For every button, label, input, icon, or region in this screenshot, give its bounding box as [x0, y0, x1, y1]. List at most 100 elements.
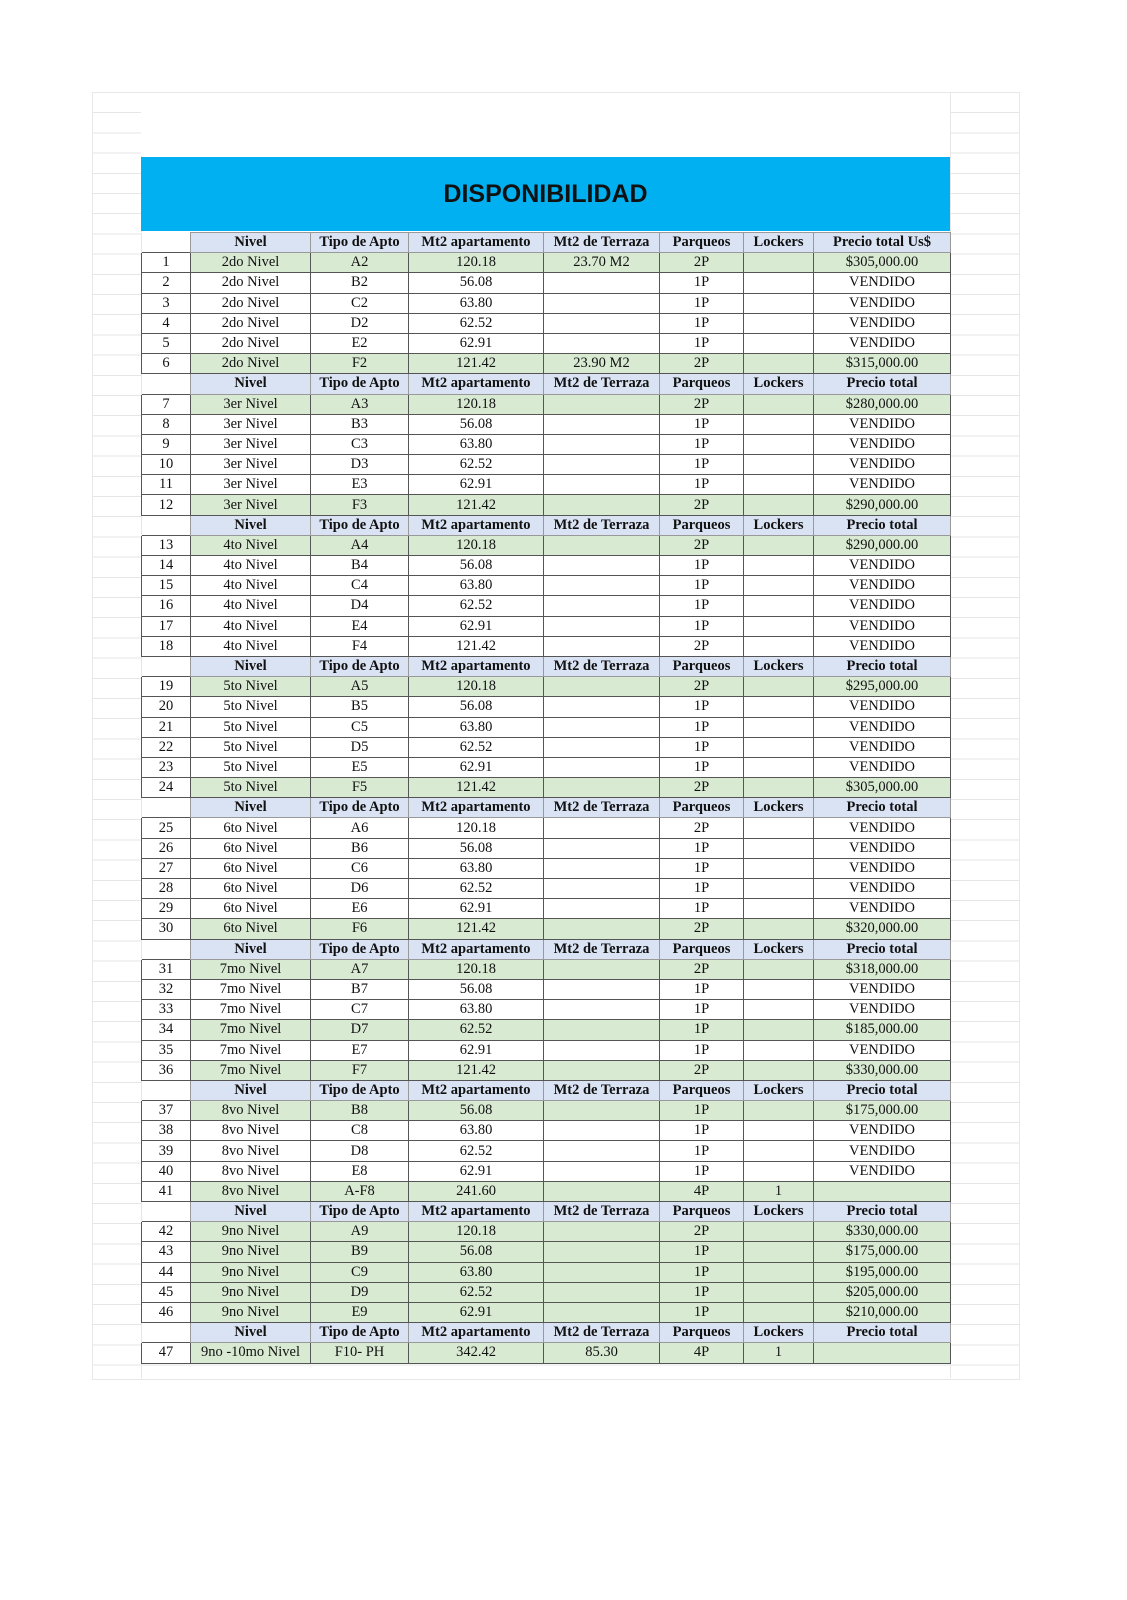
tipo-cell: D2	[310, 312, 409, 334]
lockers-cell	[743, 958, 814, 980]
nivel-cell: 2do Nivel	[190, 332, 311, 355]
mt2-cell: 120.18	[408, 393, 544, 415]
mt2-cell: 62.52	[408, 736, 544, 758]
table-row: 47 9no -10mo Nivel F10- PH 342.42 85.30 4P 1	[141, 1342, 951, 1364]
nivel-cell: 2do Nivel	[190, 353, 311, 375]
table-row: 5 2do Nivel E2 62.91 1P VENDIDO	[141, 332, 951, 355]
mt2-cell: 120.18	[408, 817, 544, 839]
num-cell: 27	[141, 857, 191, 880]
lockers-cell	[743, 353, 814, 375]
num-cell: 32	[141, 978, 191, 1001]
mt2-cell: 62.91	[408, 1160, 544, 1182]
header-lockers: Lockers	[743, 938, 814, 960]
terraza-cell	[543, 635, 660, 657]
terraza-cell	[543, 1059, 660, 1081]
nivel-cell: 4to Nivel	[190, 615, 311, 637]
header-parqueos: Parqueos	[659, 231, 744, 254]
parqueos-cell: 1P	[659, 857, 744, 880]
header-mt2: Mt2 apartamento	[408, 1200, 544, 1223]
header-row: Nivel Tipo de Apto Mt2 apartamento Mt2 de T…	[141, 514, 951, 536]
num-cell: 33	[141, 999, 191, 1021]
num-cell: 16	[141, 595, 191, 617]
header-nivel: Nivel	[190, 514, 311, 536]
table-row: 46 9no Nivel E9 62.91 1P $210,000.00	[141, 1301, 951, 1324]
table-row: 45 9no Nivel D9 62.52 1P $205,000.00	[141, 1281, 951, 1303]
tipo-cell: D4	[310, 595, 409, 617]
tipo-cell: A2	[310, 252, 409, 274]
header-row: Nivel Tipo de Apto Mt2 apartamento Mt2 de T…	[141, 1322, 951, 1344]
header-mt2: Mt2 apartamento	[408, 1079, 544, 1102]
parqueos-cell: 1P	[659, 1160, 744, 1182]
num-cell: 46	[141, 1301, 191, 1324]
precio-cell: VENDIDO	[813, 877, 951, 900]
table-row: 41 8vo Nivel A-F8 241.60 4P 1	[141, 1180, 951, 1203]
header-terraza: Mt2 de Terraza	[543, 797, 660, 819]
table-row: 32 7mo Nivel B7 56.08 1P VENDIDO	[141, 978, 951, 1001]
parqueos-cell: 1P	[659, 1241, 744, 1263]
num-cell: 24	[141, 777, 191, 799]
num-cell: 37	[141, 1100, 191, 1122]
precio-cell: $330,000.00	[813, 1059, 951, 1081]
title-banner: DISPONIBILIDAD	[141, 157, 950, 231]
table-row: 11 3er Nivel E3 62.91 1P VENDIDO	[141, 474, 951, 496]
nivel-cell: 5to Nivel	[190, 716, 311, 738]
table-row: 2 2do Nivel B2 56.08 1P VENDIDO	[141, 272, 951, 294]
parqueos-cell: 1P	[659, 332, 744, 355]
num-cell: 43	[141, 1241, 191, 1263]
lockers-cell	[743, 292, 814, 314]
lockers-cell	[743, 1100, 814, 1122]
precio-cell: VENDIDO	[813, 716, 951, 738]
terraza-cell	[543, 1221, 660, 1243]
header-row: Nivel Tipo de Apto Mt2 apartamento Mt2 de T…	[141, 1200, 951, 1223]
terraza-cell	[543, 1281, 660, 1303]
terraza-cell	[543, 1301, 660, 1324]
table-row: 27 6to Nivel C6 63.80 1P VENDIDO	[141, 857, 951, 880]
terraza-cell	[543, 817, 660, 839]
header-precio: Precio total	[813, 938, 951, 960]
table-row: 30 6to Nivel F6 121.42 2P $320,000.00	[141, 918, 951, 940]
nivel-cell: 7mo Nivel	[190, 1019, 311, 1041]
mt2-cell: 121.42	[408, 635, 544, 657]
nivel-cell: 3er Nivel	[190, 454, 311, 476]
lockers-cell	[743, 1221, 814, 1243]
table-row: 31 7mo Nivel A7 120.18 2P $318,000.00	[141, 958, 951, 980]
tipo-cell: C7	[310, 999, 409, 1021]
header-tipo: Tipo de Apto	[310, 373, 409, 395]
lockers-cell	[743, 554, 814, 577]
header-lockers: Lockers	[743, 514, 814, 536]
parqueos-cell: 1P	[659, 474, 744, 496]
header-nivel: Nivel	[190, 655, 311, 678]
mt2-cell: 62.91	[408, 615, 544, 637]
parqueos-cell: 2P	[659, 1221, 744, 1243]
precio-cell: $320,000.00	[813, 918, 951, 940]
nivel-cell: 4to Nivel	[190, 635, 311, 657]
terraza-cell	[543, 676, 660, 698]
lockers-cell	[743, 433, 814, 456]
lockers-cell	[743, 272, 814, 294]
num-cell: 30	[141, 918, 191, 940]
precio-cell: VENDIDO	[813, 312, 951, 334]
num-cell: 1	[141, 252, 191, 274]
terraza-cell	[543, 716, 660, 738]
nivel-cell: 8vo Nivel	[190, 1180, 311, 1203]
mt2-cell: 62.52	[408, 1140, 544, 1162]
terraza-cell	[543, 1019, 660, 1041]
num-cell: 17	[141, 615, 191, 637]
num-cell: 5	[141, 332, 191, 355]
tipo-cell: F3	[310, 494, 409, 516]
mt2-cell: 56.08	[408, 978, 544, 1001]
terraza-cell	[543, 433, 660, 456]
mt2-cell: 63.80	[408, 292, 544, 314]
terraza-cell	[543, 413, 660, 435]
nivel-cell: 3er Nivel	[190, 413, 311, 435]
parqueos-cell: 1P	[659, 1019, 744, 1041]
nivel-cell: 4to Nivel	[190, 554, 311, 577]
lockers-cell	[743, 534, 814, 557]
parqueos-cell: 2P	[659, 918, 744, 940]
num-cell: 9	[141, 433, 191, 456]
lockers-cell	[743, 1160, 814, 1182]
terraza-cell	[543, 494, 660, 516]
nivel-cell: 6to Nivel	[190, 898, 311, 920]
mt2-cell: 63.80	[408, 575, 544, 597]
blank-cell	[141, 373, 191, 394]
